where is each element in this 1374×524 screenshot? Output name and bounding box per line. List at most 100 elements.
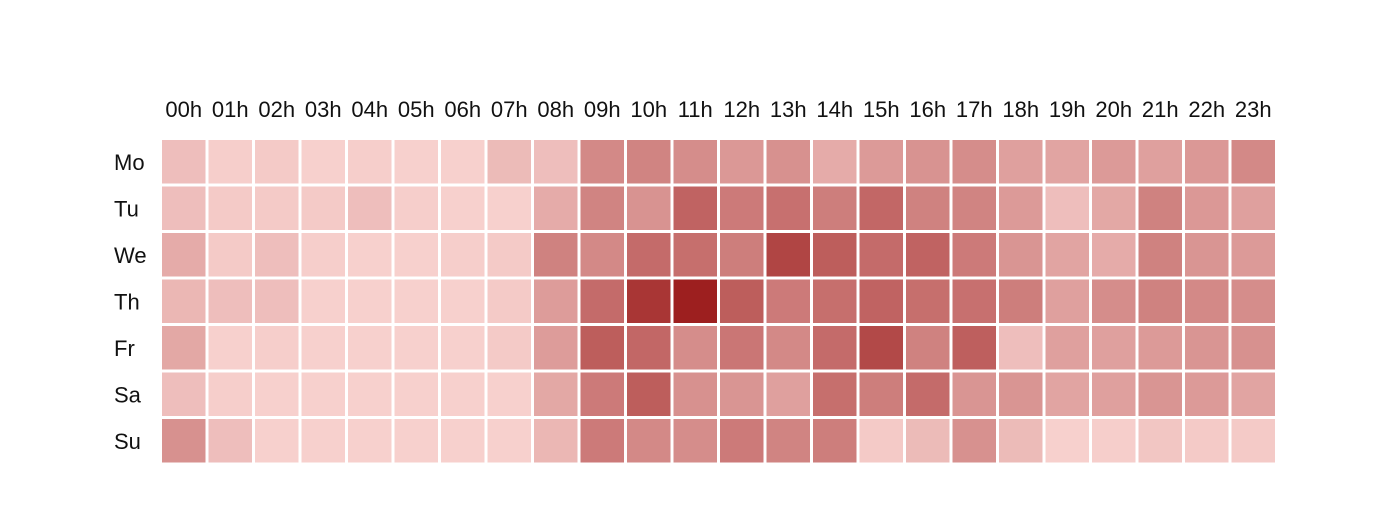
x-tick-label: 05h — [398, 97, 435, 122]
heatmap-cell-th-15h — [859, 279, 903, 323]
heatmap-cell-th-20h — [1092, 279, 1136, 323]
x-tick-label: 08h — [537, 97, 574, 122]
x-tick-label: 09h — [584, 97, 621, 122]
heatmap-cell-fr-08h — [534, 326, 578, 370]
heatmap-cell-th-10h — [627, 279, 671, 323]
heatmap-cell-we-20h — [1092, 233, 1136, 277]
x-tick-label: 07h — [491, 97, 528, 122]
x-tick-label: 17h — [956, 97, 993, 122]
heatmap-cell-su-06h — [441, 419, 485, 463]
heatmap-cell-tu-17h — [952, 186, 996, 230]
heatmap-cell-mo-08h — [534, 140, 578, 184]
heatmap-cell-sa-01h — [208, 372, 252, 416]
y-tick-label: Tu — [114, 196, 139, 221]
heatmap-cell-th-09h — [580, 279, 624, 323]
heatmap-cell-tu-05h — [394, 186, 438, 230]
heatmap-cell-we-16h — [906, 233, 950, 277]
heatmap-cell-tu-12h — [720, 186, 764, 230]
x-tick-label: 22h — [1188, 97, 1225, 122]
heatmap-cell-mo-04h — [348, 140, 392, 184]
heatmap-cell-su-18h — [999, 419, 1043, 463]
x-tick-label: 20h — [1095, 97, 1132, 122]
heatmap-cell-sa-04h — [348, 372, 392, 416]
y-axis-labels: Mo Tu We Th Fr Sa Su — [114, 150, 147, 454]
heatmap-cell-mo-20h — [1092, 140, 1136, 184]
heatmap-cell-th-19h — [1045, 279, 1089, 323]
heatmap-cell-fr-15h — [859, 326, 903, 370]
heatmap-cell-fr-19h — [1045, 326, 1089, 370]
heatmap-cell-sa-13h — [766, 372, 810, 416]
x-tick-label: 13h — [770, 97, 807, 122]
heatmap-cell-th-07h — [487, 279, 531, 323]
heatmap-cell-mo-11h — [673, 140, 717, 184]
x-tick-label: 06h — [444, 97, 481, 122]
heatmap-cell-we-09h — [580, 233, 624, 277]
heatmap-cell-sa-22h — [1185, 372, 1229, 416]
x-tick-label: 01h — [212, 97, 249, 122]
heatmap-cell-mo-13h — [766, 140, 810, 184]
heatmap-cell-mo-22h — [1185, 140, 1229, 184]
heatmap-cell-fr-06h — [441, 326, 485, 370]
heatmap-cell-tu-15h — [859, 186, 903, 230]
heatmap-cell-we-22h — [1185, 233, 1229, 277]
heatmap-cell-su-20h — [1092, 419, 1136, 463]
heatmap-cell-mo-06h — [441, 140, 485, 184]
heatmap-cell-mo-07h — [487, 140, 531, 184]
heatmap-cell-we-12h — [720, 233, 764, 277]
heatmap-cell-sa-19h — [1045, 372, 1089, 416]
heatmap-cell-fr-21h — [1138, 326, 1182, 370]
heatmap-cell-tu-21h — [1138, 186, 1182, 230]
heatmap-cell-fr-14h — [813, 326, 857, 370]
heatmap-cell-su-04h — [348, 419, 392, 463]
heatmap-cell-su-01h — [208, 419, 252, 463]
heatmap-cell-sa-00h — [162, 372, 206, 416]
heatmap-cell-mo-18h — [999, 140, 1043, 184]
heatmap-cell-su-08h — [534, 419, 578, 463]
heatmap-cell-sa-16h — [906, 372, 950, 416]
heatmap-cell-tu-13h — [766, 186, 810, 230]
heatmap-cell-fr-00h — [162, 326, 206, 370]
x-tick-label: 18h — [1002, 97, 1039, 122]
heatmap-cell-sa-15h — [859, 372, 903, 416]
heatmap-cell-su-07h — [487, 419, 531, 463]
heatmap-cell-su-12h — [720, 419, 764, 463]
heatmap-cell-su-16h — [906, 419, 950, 463]
heatmap-cell-fr-11h — [673, 326, 717, 370]
heatmap-cell-fr-05h — [394, 326, 438, 370]
x-tick-label: 10h — [630, 97, 667, 122]
heatmap-cell-mo-02h — [255, 140, 299, 184]
y-tick-label: We — [114, 243, 147, 268]
x-tick-label: 03h — [305, 97, 342, 122]
x-tick-label: 16h — [909, 97, 946, 122]
heatmap-cell-mo-17h — [952, 140, 996, 184]
x-tick-label: 12h — [723, 97, 760, 122]
x-tick-label: 14h — [816, 97, 853, 122]
heatmap-cell-fr-23h — [1231, 326, 1275, 370]
heatmap-cell-th-18h — [999, 279, 1043, 323]
heatmap-cell-we-04h — [348, 233, 392, 277]
x-tick-label: 00h — [165, 97, 202, 122]
heatmap-cell-fr-12h — [720, 326, 764, 370]
heatmap-cell-tu-08h — [534, 186, 578, 230]
x-tick-label: 02h — [258, 97, 295, 122]
heatmap-cell-th-12h — [720, 279, 764, 323]
heatmap-cell-we-01h — [208, 233, 252, 277]
heatmap-cell-tu-22h — [1185, 186, 1229, 230]
heatmap-cell-th-21h — [1138, 279, 1182, 323]
heatmap-cell-tu-19h — [1045, 186, 1089, 230]
heatmap-cell-mo-09h — [580, 140, 624, 184]
heatmap-cell-su-14h — [813, 419, 857, 463]
heatmap-cell-su-22h — [1185, 419, 1229, 463]
heatmap-cell-th-01h — [208, 279, 252, 323]
heatmap-cell-fr-20h — [1092, 326, 1136, 370]
heatmap-cell-we-10h — [627, 233, 671, 277]
heatmap-cell-su-17h — [952, 419, 996, 463]
y-tick-label: Sa — [114, 382, 142, 407]
heatmap-cell-we-02h — [255, 233, 299, 277]
heatmap-cell-fr-17h — [952, 326, 996, 370]
heatmap-cell-su-15h — [859, 419, 903, 463]
heatmap-cell-sa-23h — [1231, 372, 1275, 416]
heatmap-cell-su-09h — [580, 419, 624, 463]
heatmap-cell-sa-21h — [1138, 372, 1182, 416]
heatmap-cell-tu-02h — [255, 186, 299, 230]
